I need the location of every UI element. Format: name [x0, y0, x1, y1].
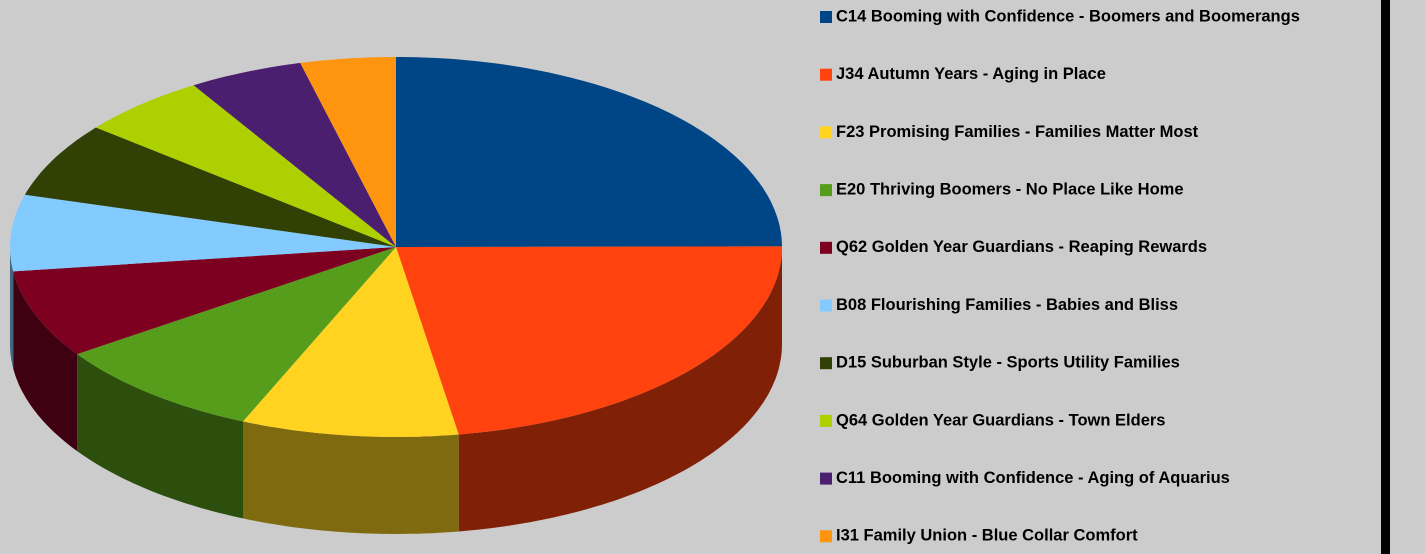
- pie-side: [10, 247, 14, 369]
- legend-label: C11 Booming with Confidence - Aging of A…: [836, 469, 1230, 487]
- pie-slice: [300, 57, 396, 247]
- legend-label: F23 Promising Families - Families Matter…: [836, 123, 1199, 141]
- legend-label: E20 Thriving Boomers - No Place Like Hom…: [836, 180, 1184, 198]
- legend-label: I31 Family Union - Blue Collar Comfort: [836, 527, 1138, 545]
- legend-swatch: [820, 68, 832, 81]
- pie-slice: [243, 247, 459, 437]
- legend-swatch: [820, 299, 832, 312]
- pie-slice: [77, 247, 396, 422]
- pie-side: [77, 354, 243, 519]
- legend-swatch: [820, 11, 832, 23]
- pie-slice: [24, 127, 397, 247]
- legend-swatch: [820, 414, 832, 427]
- legend-swatch: [820, 530, 832, 543]
- pie-side: [458, 247, 782, 532]
- pie-slice: [396, 246, 782, 435]
- legend-label: J34 Autumn Years - Aging in Place: [836, 65, 1106, 83]
- pie-slice: [193, 62, 396, 248]
- pie-side: [13, 271, 78, 452]
- legend-label: B08 Flourishing Families - Babies and Bl…: [836, 296, 1178, 314]
- legend-label: Q62 Golden Year Guardians - Reaping Rewa…: [836, 238, 1207, 256]
- legend-swatch: [820, 241, 832, 254]
- legend-swatch: [820, 472, 832, 485]
- legend-swatch: [820, 357, 832, 370]
- frame-edge: [1381, 0, 1390, 554]
- legend-swatch: [820, 126, 832, 139]
- pie-slice: [396, 57, 782, 247]
- pie-side: [243, 421, 459, 534]
- pie-slice: [10, 194, 396, 272]
- legend-label: D15 Suburban Style - Sports Utility Fami…: [836, 354, 1180, 372]
- pie-slice: [95, 85, 397, 247]
- legend-swatch: [820, 184, 832, 197]
- legend-label: Q64 Golden Year Guardians - Town Elders: [836, 411, 1165, 429]
- legend-label: C14 Booming with Confidence - Boomers an…: [836, 7, 1300, 25]
- pie-slice: [13, 247, 396, 355]
